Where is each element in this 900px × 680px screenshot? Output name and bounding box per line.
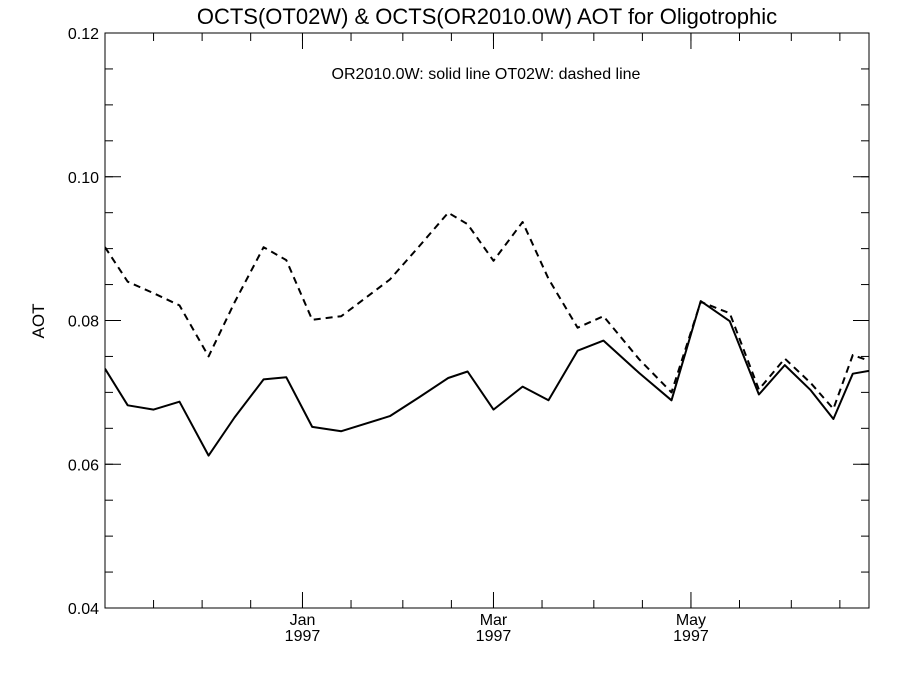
y-tick-label: 0.06	[68, 457, 99, 474]
x-tick-label-year: 1997	[476, 628, 512, 645]
line-style-annotation: OR2010.0W: solid line OT02W: dashed line	[332, 66, 641, 83]
y-tick-label: 0.04	[68, 601, 99, 618]
y-tick-label: 0.10	[68, 170, 99, 187]
x-tick-label-month: Jan	[290, 612, 316, 629]
x-tick-label-year: 1997	[673, 628, 709, 645]
x-tick-label-month: May	[676, 612, 706, 629]
chart-marks: 0.040.060.080.100.12Jan1997Mar1997May199…	[68, 26, 869, 645]
x-tick-label-year: 1997	[285, 628, 321, 645]
y-axis-label: AOT	[29, 304, 48, 339]
series-line-dashed	[105, 211, 869, 410]
plot-frame	[104, 32, 870, 609]
x-tick-label-month: Mar	[480, 612, 508, 629]
series-line-solid	[105, 300, 869, 457]
y-tick-label: 0.12	[68, 26, 99, 43]
y-tick-label: 0.08	[68, 314, 99, 331]
chart-title: OCTS(OT02W) & OCTS(OR2010.0W) AOT for Ol…	[197, 4, 777, 29]
